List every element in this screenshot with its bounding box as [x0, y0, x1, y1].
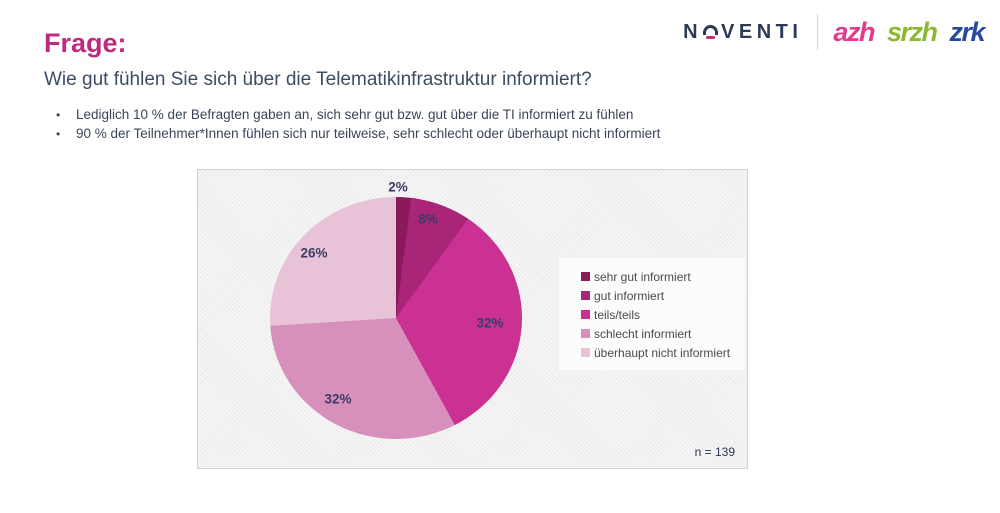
- legend-item: teils/teils: [581, 305, 745, 324]
- azh-logo: azh: [833, 16, 875, 47]
- legend-label: schlecht informiert: [594, 326, 692, 341]
- brand-logos: azh srzh zrk: [833, 16, 985, 47]
- pie: [270, 197, 522, 439]
- sample-size-note: n = 139: [694, 445, 735, 459]
- legend-label: überhaupt nicht informiert: [594, 345, 731, 360]
- noventi-o-icon: [703, 24, 719, 40]
- page-title: Frage:: [44, 28, 127, 58]
- pie-labels: 2% 8% 32% 32% 26%: [198, 170, 747, 468]
- pie-label-ueberhaupt: 26%: [300, 245, 328, 261]
- bullet-item: Lediglich 10 % der Befragten gaben an, s…: [56, 106, 660, 125]
- legend-swatch-icon: [581, 291, 590, 300]
- legend-label: gut informiert: [594, 288, 665, 303]
- noventi-logo: N VENTI: [683, 21, 802, 44]
- zrk-logo: zrk: [949, 16, 985, 47]
- noventi-letters-post: VENTI: [721, 20, 803, 43]
- noventi-arc-icon: [703, 24, 719, 35]
- legend-swatch-icon: [581, 310, 590, 319]
- legend-swatch-icon: [581, 329, 590, 338]
- chart-area: 2% 8% 32% 32% 26% sehr gut informiert gu…: [197, 169, 748, 469]
- legend-item: überhaupt nicht informiert: [581, 343, 745, 362]
- bullet-item: 90 % der Teilnehmer*Innen fühlen sich nu…: [56, 125, 660, 144]
- legend-item: schlecht informiert: [581, 324, 745, 343]
- bullet-list: Lediglich 10 % der Befragten gaben an, s…: [56, 106, 660, 143]
- legend-swatch-icon: [581, 272, 590, 281]
- legend-item: gut informiert: [581, 286, 745, 305]
- pie-label-teils: 32%: [476, 315, 504, 331]
- header-logos: N VENTI azh srzh zrk: [683, 14, 985, 50]
- pie-label-schlecht: 32%: [324, 391, 352, 407]
- legend-swatch-icon: [581, 348, 590, 357]
- legend-item: sehr gut informiert: [581, 267, 745, 286]
- pie-label-gut: 8%: [418, 211, 438, 227]
- logo-divider: [817, 14, 819, 50]
- legend-label: teils/teils: [594, 307, 641, 322]
- legend-label: sehr gut informiert: [594, 269, 691, 284]
- pie-label-sehr-gut: 2%: [388, 179, 408, 195]
- noventi-letters-pre: N: [683, 20, 703, 43]
- noventi-dash-icon: [706, 35, 716, 40]
- question-text: Wie gut fühlen Sie sich über die Telemat…: [44, 69, 592, 90]
- chart-legend: sehr gut informiert gut informiert teils…: [559, 258, 745, 370]
- srzh-logo: srzh: [886, 16, 938, 47]
